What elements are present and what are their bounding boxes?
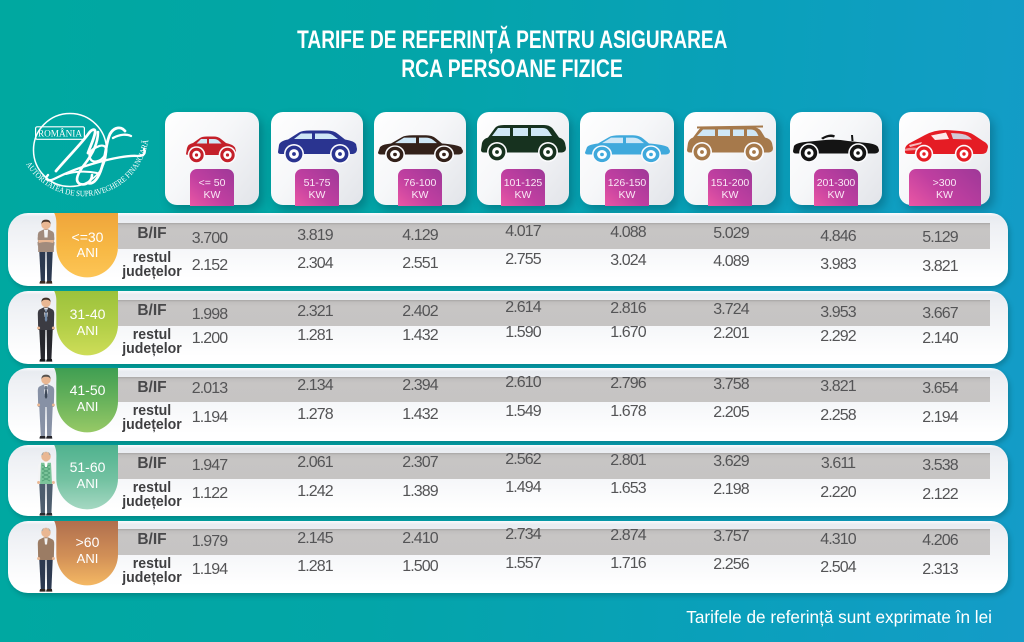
svg-text:AUTORITATEA DE SUPRAVEGHERE FI: AUTORITATEA DE SUPRAVEGHERE FINANCIARĂ bbox=[24, 139, 150, 198]
svg-text:ROMÂNIA: ROMÂNIA bbox=[38, 128, 82, 138]
